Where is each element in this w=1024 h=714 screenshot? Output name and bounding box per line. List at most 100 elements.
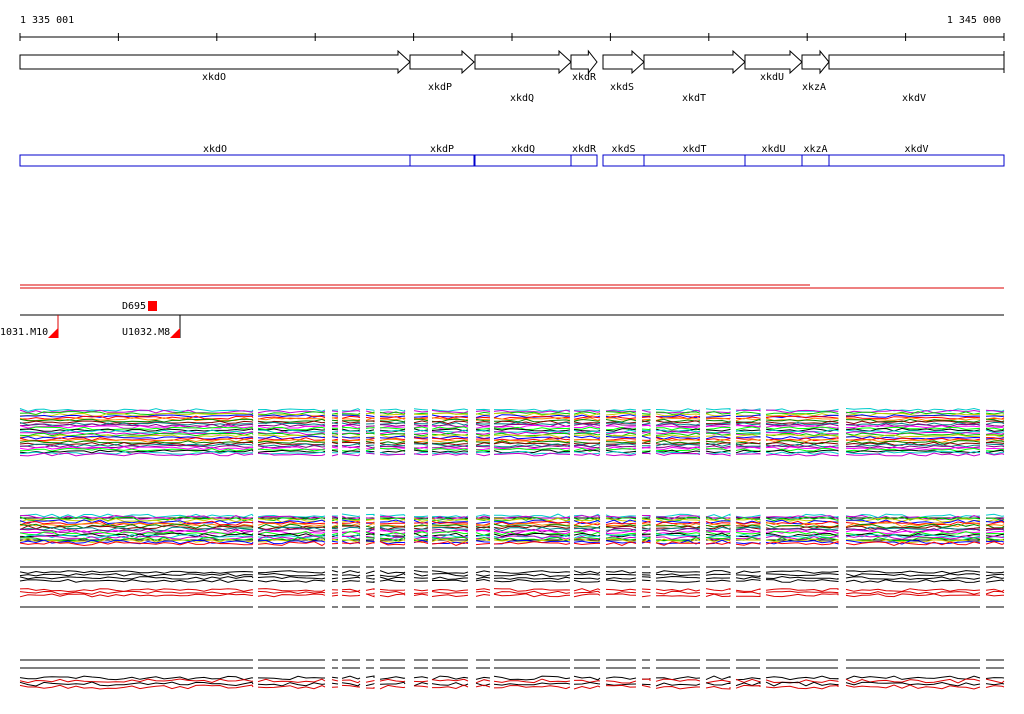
- trace: [475, 576, 491, 580]
- trace: [735, 426, 761, 431]
- trace: [257, 572, 326, 577]
- gene-label: xkdS: [610, 82, 634, 93]
- trace: [19, 534, 254, 539]
- trace: [413, 573, 429, 577]
- trace: [379, 518, 406, 523]
- trace: [641, 415, 651, 418]
- trace: [705, 593, 731, 598]
- trace: [331, 436, 339, 439]
- trace: [656, 427, 701, 431]
- trace: [19, 528, 254, 534]
- trace: [257, 579, 326, 583]
- gene-box: [19, 154, 411, 167]
- trace: [985, 417, 1005, 420]
- trace: [257, 685, 326, 690]
- trace: [331, 445, 339, 448]
- trace: [705, 451, 731, 455]
- trace: [845, 436, 981, 440]
- trace: [475, 525, 491, 529]
- gene-box-label: xkdT: [682, 144, 706, 155]
- trace: [19, 593, 254, 598]
- trace: [573, 579, 601, 583]
- trace: [655, 430, 700, 435]
- trace: [641, 533, 651, 535]
- trace: [475, 439, 491, 442]
- trace: [365, 414, 375, 418]
- trace: [493, 414, 571, 419]
- trace: [365, 675, 375, 678]
- trace: [365, 577, 375, 580]
- trace: [331, 431, 339, 433]
- trace: [765, 535, 839, 540]
- trace: [413, 424, 429, 427]
- trace: [493, 417, 571, 421]
- trace: [985, 594, 1004, 597]
- trace: [341, 450, 361, 454]
- trace: [431, 452, 469, 456]
- trace: [341, 570, 361, 574]
- trace: [655, 522, 701, 527]
- trace: [605, 683, 637, 686]
- trace: [705, 408, 731, 411]
- trace: [573, 542, 601, 546]
- trace: [341, 590, 361, 594]
- trace: [705, 426, 731, 430]
- trace: [413, 437, 429, 440]
- trace: [379, 528, 406, 532]
- trace: [19, 573, 254, 577]
- trace: [735, 576, 761, 580]
- gene-label: xkdT: [682, 93, 706, 104]
- trace: [574, 424, 601, 429]
- trace: [655, 515, 701, 520]
- trace: [655, 530, 701, 535]
- trace: [573, 521, 601, 526]
- trace: [341, 530, 361, 534]
- trace: [365, 513, 375, 516]
- trace: [19, 446, 254, 451]
- trace: [845, 407, 981, 412]
- trace: [573, 520, 601, 525]
- trace: [331, 515, 339, 518]
- trace: [845, 446, 981, 451]
- gene-box-label: xkzA: [803, 144, 827, 155]
- trace: [736, 578, 761, 582]
- trace: [493, 409, 571, 413]
- trace: [655, 538, 701, 543]
- trace: [735, 595, 761, 598]
- trace: [985, 421, 1005, 425]
- trace: [641, 588, 651, 590]
- trace: [431, 526, 469, 530]
- trace: [331, 417, 339, 420]
- trace: [413, 415, 429, 418]
- trace: [413, 448, 429, 452]
- trace: [845, 434, 981, 438]
- trace: [431, 531, 469, 535]
- trace: [413, 449, 429, 452]
- trace: [331, 422, 339, 425]
- trace: [655, 409, 701, 414]
- trace: [845, 519, 981, 524]
- trace: [413, 443, 429, 446]
- trace: [705, 443, 731, 447]
- trace: [641, 435, 651, 440]
- trace: [331, 442, 339, 445]
- trace: [493, 682, 571, 686]
- trace: [341, 453, 361, 457]
- trace: [573, 681, 601, 685]
- trace: [736, 436, 761, 439]
- trace: [605, 541, 637, 547]
- trace: [365, 417, 375, 421]
- trace: [475, 684, 491, 688]
- trace: [735, 453, 761, 455]
- trace: [845, 429, 981, 434]
- trace: [331, 410, 339, 412]
- trace: [413, 426, 429, 429]
- trace: [985, 443, 1005, 446]
- trace: [655, 452, 701, 456]
- gene-arrow: [570, 49, 598, 75]
- trace: [573, 432, 601, 436]
- trace: [765, 516, 839, 522]
- trace: [573, 410, 601, 413]
- gene-arrow: [801, 49, 830, 75]
- trace: [735, 429, 761, 432]
